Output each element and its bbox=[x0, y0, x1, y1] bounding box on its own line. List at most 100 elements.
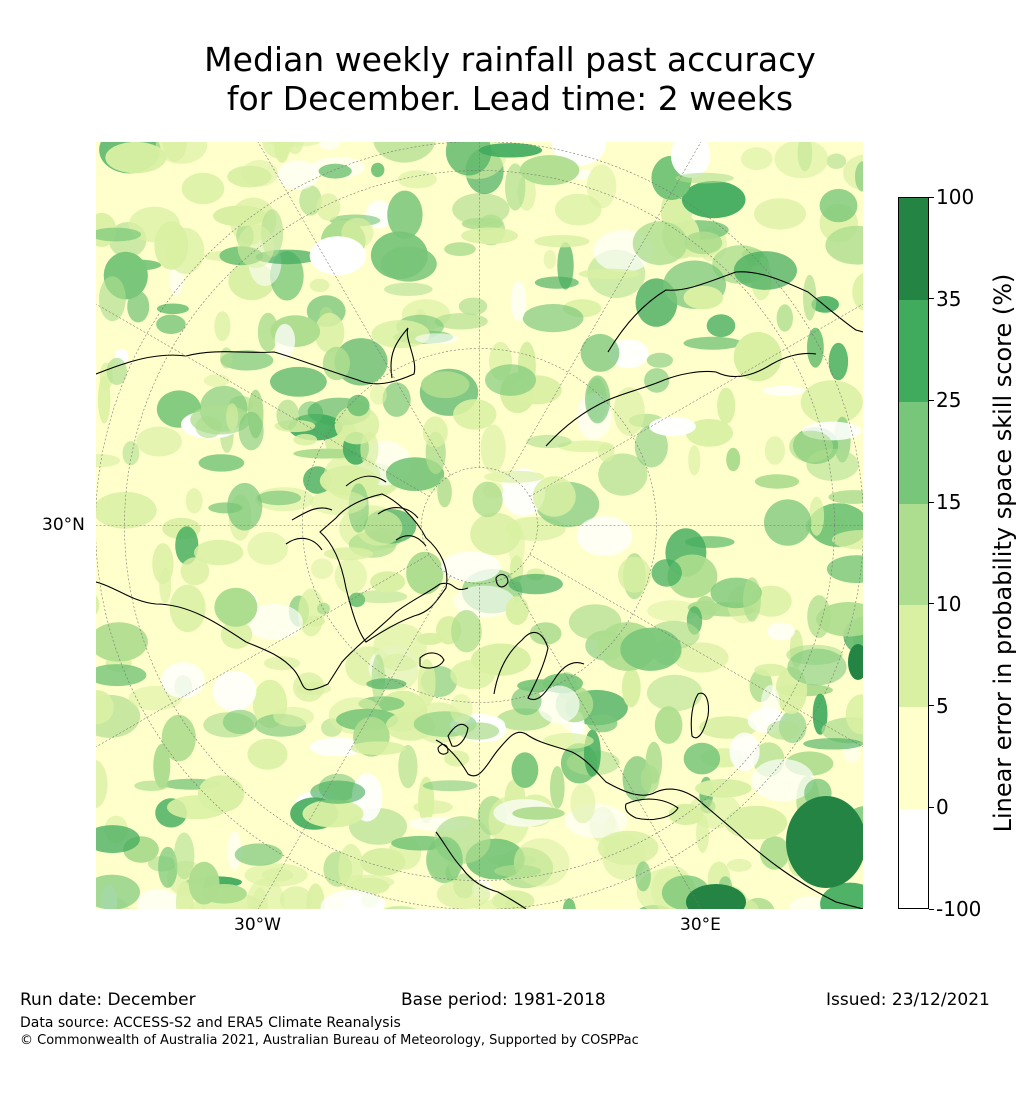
skill-patch bbox=[510, 281, 527, 322]
skill-patch bbox=[169, 584, 206, 633]
skill-patch bbox=[700, 799, 716, 814]
skill-patch bbox=[245, 603, 303, 640]
skill-patch bbox=[175, 526, 199, 565]
skill-patch bbox=[166, 227, 205, 274]
skill-patch bbox=[279, 886, 313, 909]
skill-patch bbox=[274, 142, 290, 163]
skill-patch bbox=[158, 846, 178, 888]
skill-patch bbox=[213, 205, 268, 227]
skill-patch bbox=[350, 741, 406, 755]
skill-patch bbox=[203, 374, 230, 387]
latitude-label-30n: 30°N bbox=[42, 515, 85, 535]
skill-patch bbox=[338, 843, 364, 892]
skill-patch bbox=[383, 906, 417, 909]
skill-patch bbox=[726, 447, 741, 472]
skill-patch bbox=[96, 874, 140, 909]
skill-patch bbox=[334, 558, 367, 594]
skill-patch bbox=[122, 441, 140, 466]
skill-patch bbox=[505, 163, 526, 211]
polar-skill-map bbox=[96, 142, 863, 909]
skill-patch bbox=[347, 394, 370, 417]
skill-patch bbox=[766, 720, 800, 740]
skill-patch bbox=[156, 303, 189, 315]
skill-patch bbox=[576, 516, 633, 556]
skill-patch bbox=[310, 558, 334, 579]
high-skill-patch bbox=[786, 796, 863, 888]
skill-patch bbox=[152, 543, 174, 585]
skill-patch bbox=[570, 783, 596, 824]
skill-patch bbox=[550, 766, 565, 809]
skill-patch bbox=[98, 375, 111, 424]
skill-patch bbox=[543, 249, 557, 269]
map-title-line-1: Median weekly rainfall past accuracy bbox=[204, 40, 816, 79]
issued-date-text: Issued: 23/12/2021 bbox=[826, 990, 990, 1010]
colorbar-tick bbox=[929, 908, 934, 910]
skill-patch bbox=[618, 556, 651, 593]
skill-patch bbox=[156, 314, 186, 334]
skill-patch bbox=[675, 172, 734, 184]
skill-patch bbox=[743, 577, 761, 622]
colorbar-tick bbox=[929, 603, 934, 605]
skill-patch bbox=[472, 481, 503, 518]
skill-patch bbox=[320, 889, 384, 909]
skill-patch bbox=[415, 333, 459, 345]
skill-patch bbox=[681, 181, 746, 219]
skill-patch bbox=[807, 595, 831, 638]
skill-patch bbox=[685, 419, 734, 447]
skill-patch bbox=[613, 387, 645, 436]
skill-patch bbox=[766, 622, 795, 641]
skill-patch bbox=[309, 236, 366, 276]
skill-patch bbox=[220, 350, 274, 371]
skill-patch bbox=[214, 311, 231, 342]
skill-patch bbox=[852, 273, 863, 311]
skill-patch bbox=[373, 142, 436, 163]
high-skill-patch bbox=[848, 644, 863, 680]
skill-patch bbox=[276, 399, 299, 430]
skill-patch bbox=[299, 185, 322, 216]
skill-patch bbox=[513, 838, 570, 887]
skill-patch bbox=[461, 227, 518, 245]
skill-patch bbox=[153, 743, 171, 789]
skill-patch bbox=[729, 732, 760, 771]
skill-patch bbox=[825, 225, 863, 265]
skill-patch bbox=[453, 585, 515, 618]
skill-patch bbox=[214, 587, 258, 627]
skill-patch bbox=[384, 282, 433, 296]
skill-patch bbox=[309, 278, 330, 293]
skill-patch bbox=[247, 531, 289, 565]
skill-patch bbox=[257, 312, 279, 352]
skill-patch bbox=[789, 430, 833, 463]
skill-patch bbox=[314, 312, 345, 353]
skill-patch bbox=[733, 332, 782, 382]
skill-patch bbox=[632, 221, 688, 266]
skill-patch bbox=[828, 490, 863, 504]
colorbar-tick-label: 25 bbox=[936, 388, 962, 413]
skill-patch bbox=[537, 685, 580, 724]
skill-patch bbox=[754, 198, 806, 230]
skill-patch bbox=[127, 290, 150, 323]
skill-patch bbox=[683, 285, 724, 310]
skill-patch bbox=[608, 339, 649, 369]
skill-patch bbox=[470, 512, 521, 556]
skill-patch bbox=[306, 883, 325, 909]
skill-patch bbox=[557, 242, 574, 290]
skill-patch bbox=[366, 678, 407, 690]
skill-patch bbox=[227, 831, 242, 871]
skill-patch bbox=[803, 274, 817, 321]
skill-patch bbox=[247, 738, 288, 770]
colorbar-tick bbox=[929, 501, 934, 503]
skill-patch bbox=[562, 898, 576, 909]
skill-patch bbox=[136, 426, 182, 457]
skill-patch bbox=[387, 190, 423, 239]
skill-patch bbox=[645, 741, 663, 785]
skill-patch bbox=[96, 227, 142, 242]
base-period-text: Base period: 1981-2018 bbox=[401, 990, 606, 1010]
colorbar-tick-label: 5 bbox=[936, 693, 949, 718]
skill-patch bbox=[227, 482, 263, 531]
skill-patch bbox=[578, 268, 640, 280]
skill-patch bbox=[845, 694, 863, 735]
colorbar-segment bbox=[899, 503, 928, 606]
skill-patch bbox=[197, 775, 245, 813]
skill-patch bbox=[397, 170, 437, 189]
skill-patch bbox=[820, 882, 863, 909]
